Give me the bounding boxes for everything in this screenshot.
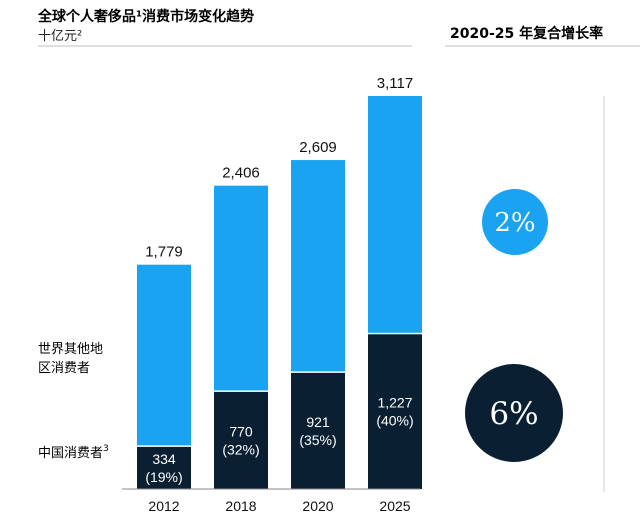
china-value-2018: 770 [229, 423, 253, 439]
chart-title: 全球个人奢侈品¹消费市场变化趋势 [37, 8, 254, 25]
legend-china-text: 中国消费者 [38, 446, 103, 461]
legend-rest-line2: 区消费者 [38, 361, 90, 376]
x-tick-2025: 2025 [379, 498, 410, 514]
china-share-2020: (35%) [299, 432, 336, 448]
china-share-2012: (19%) [145, 469, 182, 485]
china-share-2018: (32%) [222, 441, 259, 457]
china-value-2012: 334 [152, 451, 176, 467]
x-tick-2018: 2018 [225, 498, 256, 514]
bar-china-2018 [214, 391, 268, 489]
china-value-2025: 1,227 [377, 395, 412, 411]
legend-china-sup: 3 [103, 444, 109, 454]
cagr-china-label: 6% [489, 396, 538, 432]
chart-subtitle: 十亿元² [38, 29, 82, 44]
bar-rest-2012 [137, 264, 191, 446]
cagr-rest-label: 2% [494, 208, 535, 238]
total-label-2025: 3,117 [377, 75, 413, 92]
cagr-header: 2020-25 年复合增长率 [450, 25, 603, 42]
legend-china: 中国消费者3 [38, 444, 109, 461]
bar-china-2012 [137, 446, 191, 489]
china-share-2025: (40%) [376, 413, 413, 429]
bar-rest-2020 [291, 160, 345, 372]
china-value-2020: 921 [306, 414, 330, 430]
total-label-2012: 1,779 [145, 244, 183, 261]
bars-group: 1,779 334 (19%) 2012 2,406 770 (32%) 2018 2,609 9… [137, 75, 422, 514]
bar-china-2020 [291, 372, 345, 489]
legend-rest-line1: 世界其他地 [38, 342, 103, 357]
total-label-2020: 2,609 [299, 139, 337, 156]
bar-rest-2025 [368, 96, 422, 333]
cagr-rest-circle [482, 189, 548, 255]
x-tick-2020: 2020 [302, 498, 333, 514]
x-tick-2012: 2012 [148, 498, 179, 514]
cagr-china-circle [465, 364, 563, 462]
bar-china-2025 [368, 334, 422, 489]
bar-rest-2018 [214, 185, 268, 391]
total-label-2018: 2,406 [222, 165, 260, 182]
